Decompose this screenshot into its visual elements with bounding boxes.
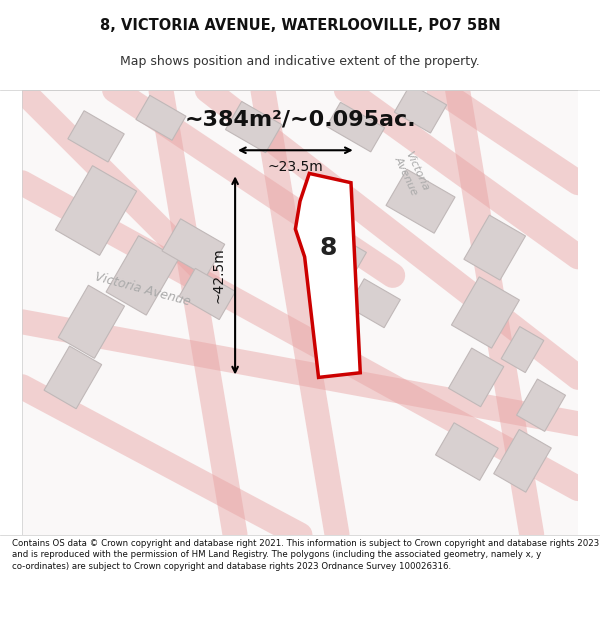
Polygon shape (501, 327, 544, 372)
Polygon shape (326, 102, 385, 152)
Text: ~42.5m: ~42.5m (211, 248, 226, 303)
Polygon shape (179, 268, 235, 319)
Polygon shape (55, 166, 137, 256)
Text: Victoria Avenue: Victoria Avenue (93, 270, 192, 308)
Polygon shape (448, 348, 504, 407)
Polygon shape (308, 229, 367, 284)
Polygon shape (136, 96, 186, 140)
Polygon shape (494, 429, 551, 492)
Polygon shape (295, 173, 360, 378)
Polygon shape (348, 279, 400, 328)
Text: 8: 8 (319, 236, 337, 259)
Polygon shape (517, 379, 566, 431)
Text: ~23.5m: ~23.5m (268, 160, 323, 174)
Polygon shape (106, 236, 179, 315)
Polygon shape (68, 111, 124, 162)
Text: Map shows position and indicative extent of the property.: Map shows position and indicative extent… (120, 55, 480, 68)
Polygon shape (44, 346, 101, 409)
Polygon shape (226, 101, 282, 152)
Polygon shape (451, 277, 520, 348)
Text: 8, VICTORIA AVENUE, WATERLOOVILLE, PO7 5BN: 8, VICTORIA AVENUE, WATERLOOVILLE, PO7 5… (100, 18, 500, 32)
Polygon shape (386, 169, 455, 233)
Text: ~384m²/~0.095ac.: ~384m²/~0.095ac. (184, 109, 416, 129)
Text: Contains OS data © Crown copyright and database right 2021. This information is : Contains OS data © Crown copyright and d… (12, 539, 599, 571)
Polygon shape (464, 215, 526, 280)
Polygon shape (394, 84, 446, 133)
Polygon shape (162, 219, 225, 276)
Text: Victoria
Avenue: Victoria Avenue (392, 149, 430, 198)
Polygon shape (58, 285, 125, 358)
Polygon shape (436, 422, 498, 481)
